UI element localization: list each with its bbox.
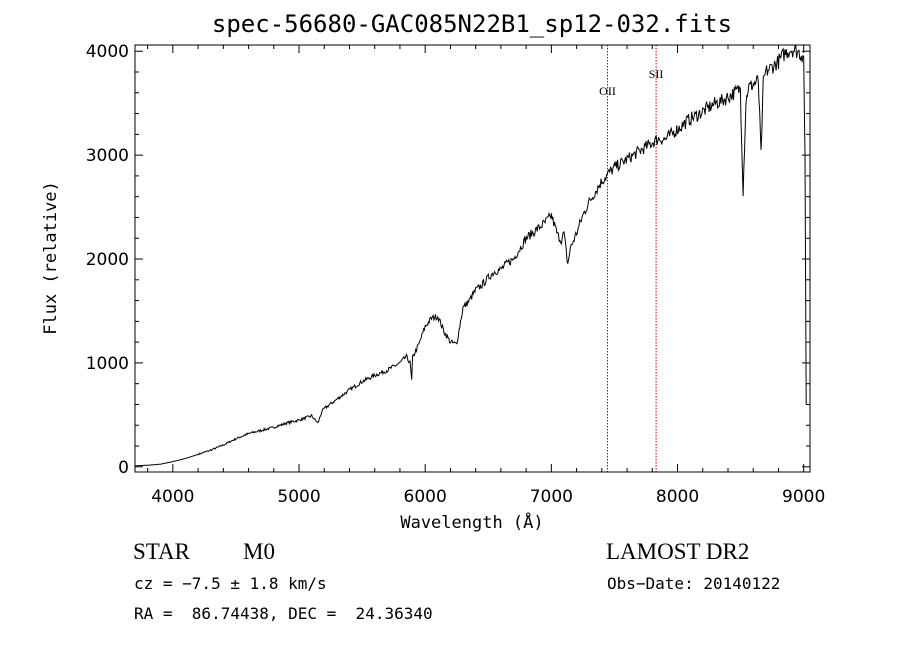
plot-frame [134, 44, 811, 473]
coordinates-text: RA = 86.74438, DEC = 24.36340 [134, 604, 433, 623]
y-tick-label: 3000 [86, 146, 129, 166]
y-tick-label: 2000 [86, 250, 129, 270]
chart-title: spec-56680-GAC085N22B1_sp12-032.fits [212, 10, 732, 38]
y-tick-label: 1000 [86, 354, 129, 374]
y-tick-label: 4000 [86, 42, 129, 62]
object-class: STAR [133, 539, 190, 564]
velocity-text: cz = −7.5 ± 1.8 km/s [134, 574, 327, 593]
spectrum-line [134, 45, 807, 467]
y-axis-label: Flux (relative) [41, 181, 61, 335]
y-axis-ticks: 0 1000 2000 3000 4000 [86, 42, 810, 478]
subclass: M0 [243, 539, 275, 564]
marker-label-sii: SII [649, 67, 664, 81]
line-markers: OII SII [599, 45, 663, 472]
x-tick-label: 7000 [530, 487, 573, 507]
x-tick-label: 4000 [151, 487, 194, 507]
marker-label-oii: OII [599, 84, 616, 98]
x-tick-label: 9000 [782, 487, 825, 507]
x-tick-label: 6000 [404, 487, 447, 507]
x-tick-label: 8000 [656, 487, 699, 507]
x-axis-ticks: 4000 5000 6000 7000 8000 9000 [147, 45, 825, 507]
y-tick-label: 0 [118, 458, 129, 478]
survey-name: LAMOST DR2 [606, 539, 750, 564]
x-tick-label: 5000 [277, 487, 320, 507]
spectrum-chart: spec-56680-GAC085N22B1_sp12-032.fits OII… [41, 10, 825, 533]
x-axis-label: Wavelength (Å) [400, 511, 543, 533]
obs-date-text: Obs−Date: 20140122 [607, 574, 781, 593]
